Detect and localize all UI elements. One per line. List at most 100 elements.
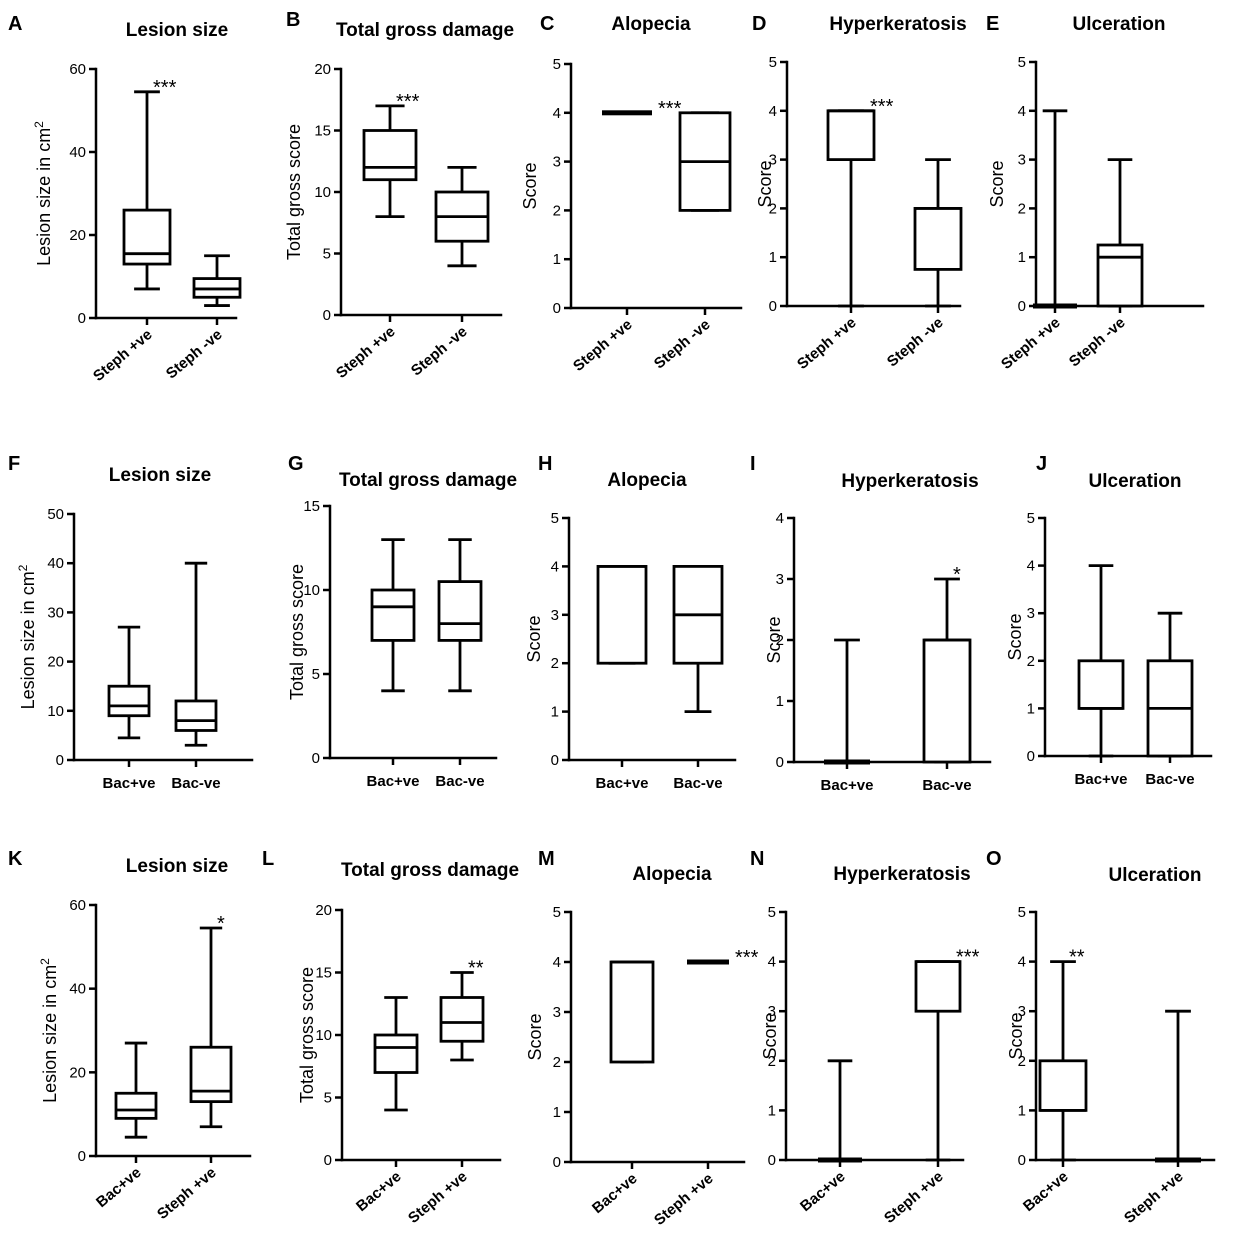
x-tick-label: Bac-ve (673, 775, 722, 792)
y-axis-label-superscript: 2 (38, 958, 52, 965)
chart-title: Ulceration (1109, 865, 1202, 886)
y-axis-label-superscript: 2 (32, 121, 46, 128)
x-tick-label: Bac-ve (435, 773, 484, 790)
y-tick-label: 5 (323, 246, 331, 263)
y-tick-label: 3 (553, 154, 561, 171)
panel-I: I Hyperkeratosis Score 0 1 2 3 4 Bac+ve Bac-ve * (750, 453, 992, 794)
y-tick-label: 1 (553, 1104, 561, 1121)
chart-title: Total gross damage (341, 860, 519, 881)
box-iqr (1096, 243, 1144, 308)
panel-K: K Lesion size Lesion size in cm2 0 20 40 60 Bac… (8, 848, 252, 1223)
significance-marker: *** (658, 98, 682, 120)
x-tick-label: Bac+ve (103, 775, 156, 792)
y-tick-label: 0 (776, 754, 784, 771)
y-axis-label: Score (987, 160, 1007, 207)
y-tick-label: 0 (312, 750, 320, 767)
y-tick-label: 3 (553, 1004, 561, 1021)
y-tick-label: 5 (1018, 54, 1026, 71)
box-1 (922, 577, 972, 764)
chart-title: Ulceration (1089, 471, 1182, 492)
significance-marker: * (953, 564, 961, 586)
y-tick-label: 1 (776, 693, 784, 710)
x-tick-label: Bac+ve (1075, 771, 1128, 788)
panel-B: B Total gross damage Total gross score 0 5 10… (284, 9, 514, 382)
x-tick-label: Steph +ve (1121, 1168, 1187, 1227)
x-tick-label: Steph -ve (408, 323, 471, 379)
y-tick-label: 5 (312, 666, 320, 683)
x-tick-label: Bac+ve (596, 775, 649, 792)
box-1 (434, 165, 490, 268)
y-axis-label: Score (764, 616, 784, 663)
chart-title: Lesion size (126, 20, 228, 41)
box-iqr (122, 208, 172, 266)
y-tick-label: 15 (315, 965, 332, 982)
y-tick-label: 5 (1018, 904, 1026, 921)
box-iqr (107, 684, 151, 718)
y-tick-label: 2 (553, 1054, 561, 1071)
y-tick-label: 0 (769, 298, 777, 315)
box-0 (602, 110, 652, 116)
panel-letter: A (8, 13, 22, 35)
y-tick-label: 2 (553, 202, 561, 219)
y-tick-label: 3 (1027, 605, 1035, 622)
box-0 (122, 90, 172, 291)
y-tick-label: 20 (69, 1064, 86, 1081)
y-axis-label: Lesion size in cm2 (32, 121, 54, 266)
y-axis-label: Score (1006, 1012, 1026, 1059)
chart-title: Alopecia (632, 864, 712, 885)
x-tick-label: Steph +ve (333, 323, 399, 382)
box-0 (609, 960, 655, 1064)
y-tick-label: 40 (69, 144, 86, 161)
box-iqr (922, 638, 972, 764)
y-tick-label: 4 (551, 558, 559, 575)
box-iqr (373, 1033, 419, 1074)
panel-letter: L (262, 848, 274, 870)
box-1 (1096, 158, 1144, 308)
y-tick-label: 5 (768, 904, 776, 921)
y-tick-label: 60 (69, 61, 86, 78)
x-tick-label: Bac+ve (821, 777, 874, 794)
y-axis-label: Score (755, 160, 775, 207)
x-tick-label: Bac-ve (171, 775, 220, 792)
y-tick-label: 50 (47, 506, 64, 523)
y-axis-label: Lesion size in cm2 (38, 958, 60, 1103)
y-tick-label: 2 (1018, 200, 1026, 217)
panel-J: J Ulceration Score 0 1 2 3 4 5 Bac+ve Bac-ve (1005, 453, 1213, 788)
significance-marker: ** (1069, 947, 1085, 969)
box-0 (362, 104, 418, 219)
y-axis-label: Score (1005, 613, 1025, 660)
panel-H: H Alopecia Score 0 1 2 3 4 5 Bac+ve Bac-ve (524, 453, 737, 792)
panel-N: N Hyperkeratosis Score 0 1 2 3 4 5 Bac+ve Steph +v… (750, 848, 980, 1227)
panel-letter: O (986, 848, 1002, 870)
box-iqr (1077, 659, 1125, 710)
y-tick-label: 40 (47, 555, 64, 572)
x-tick-label: Steph +ve (570, 316, 636, 375)
panel-letter: I (750, 453, 756, 475)
panel-letter: E (986, 13, 999, 35)
y-axis-label: Total gross score (284, 124, 304, 260)
box-0 (824, 638, 870, 765)
y-tick-label: 4 (1018, 103, 1026, 120)
y-tick-label: 2 (551, 655, 559, 672)
x-tick-label: Bac+ve (93, 1164, 145, 1211)
y-tick-label: 0 (78, 310, 86, 327)
y-tick-label: 4 (768, 954, 776, 971)
y-tick-label: 4 (553, 954, 561, 971)
y-tick-label: 5 (553, 56, 561, 73)
y-tick-label: 10 (47, 703, 64, 720)
y-axis-label: Score (525, 1013, 545, 1060)
y-tick-label: 4 (1018, 954, 1026, 971)
x-tick-label: Bac-ve (1145, 771, 1194, 788)
y-tick-label: 0 (551, 752, 559, 769)
panel-letter: M (538, 848, 555, 870)
x-tick-label: Steph +ve (998, 314, 1064, 373)
x-tick-label: Bac+ve (353, 1168, 405, 1215)
box-1 (672, 565, 724, 713)
y-axis-label-superscript: 2 (16, 564, 30, 571)
significance-marker: * (217, 913, 225, 935)
box-iqr (1038, 1059, 1088, 1112)
y-tick-label: 1 (768, 1102, 776, 1119)
panel-C: C Alopecia Score 0 1 2 3 4 5 Steph +ve Steph -ve **… (520, 13, 743, 375)
chart-title: Lesion size (109, 465, 211, 486)
x-tick-label: Steph -ve (884, 314, 947, 370)
